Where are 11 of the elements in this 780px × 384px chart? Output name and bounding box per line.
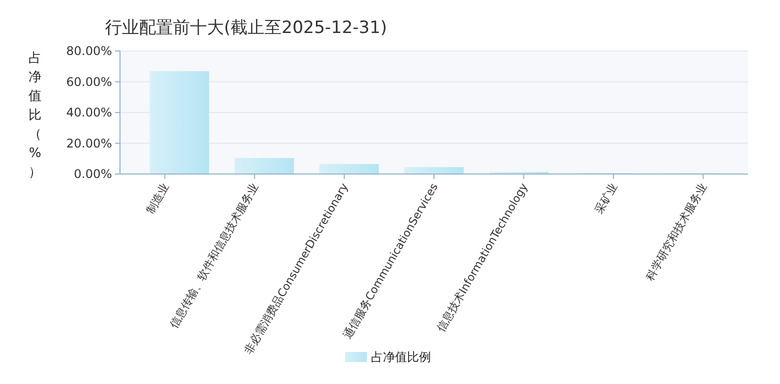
x-tick-label: 科学研究和技术服务业	[643, 181, 710, 283]
y-tick-label: 80.00%	[66, 44, 112, 58]
y-axis-title: 占净值比（%）	[28, 51, 42, 180]
legend-label: 占净值比例	[371, 350, 431, 364]
y-tick-label: 40.00%	[66, 106, 112, 120]
x-tick-label: 制造业	[144, 181, 172, 216]
y-tick-label: 20.00%	[66, 136, 112, 150]
y-tick-label: 0.00%	[74, 167, 112, 182]
chart-title: 行业配置前十大(截止至2025-12-31)	[105, 18, 388, 38]
y-tick-label: 60.00%	[66, 74, 112, 89]
x-tick-label: 采矿业	[592, 181, 620, 216]
